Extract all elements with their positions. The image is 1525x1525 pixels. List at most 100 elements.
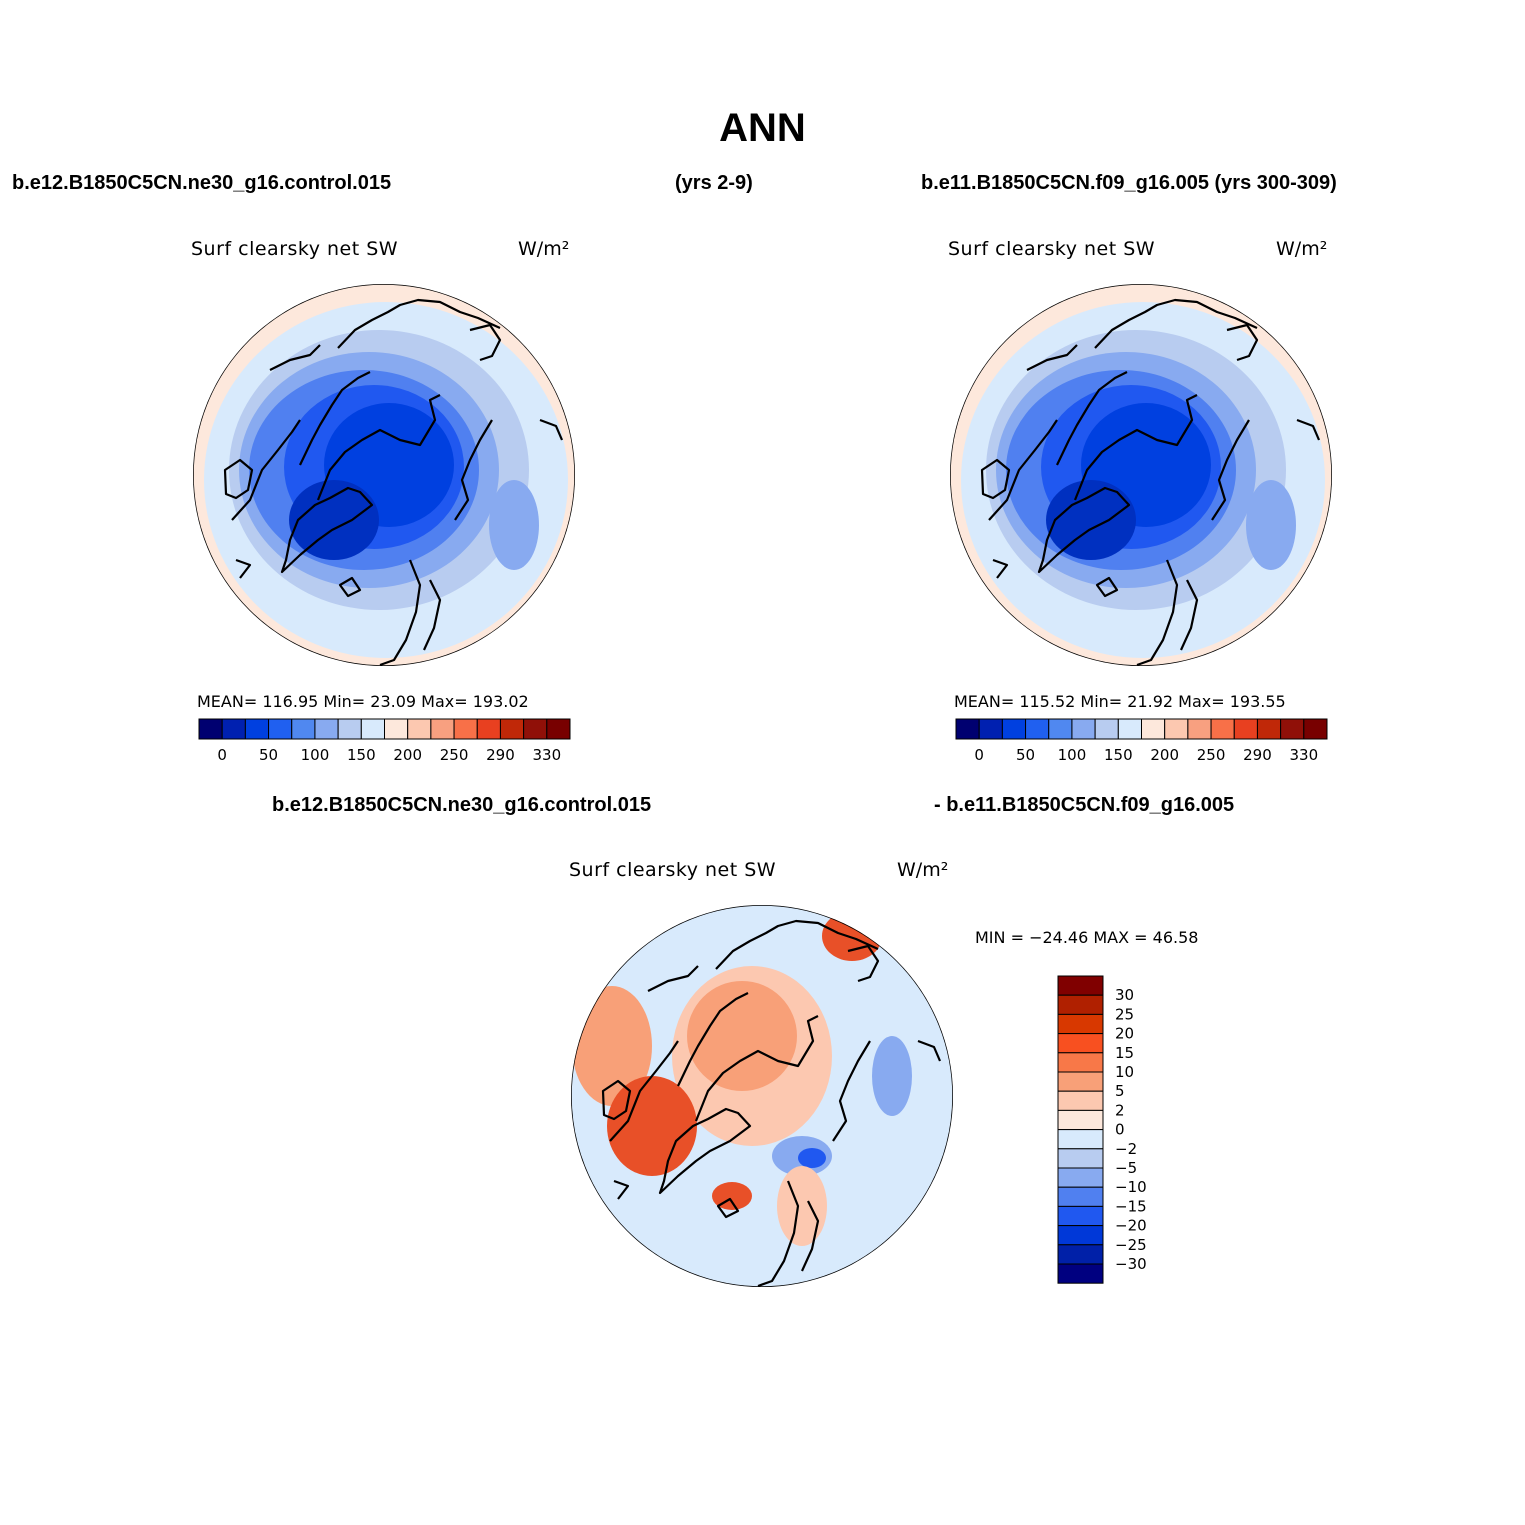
colorbar-tick-label: 2 xyxy=(1115,1101,1125,1119)
colorbar-tick-label: 50 xyxy=(259,746,278,764)
colorbar-tick-label: −20 xyxy=(1115,1217,1147,1235)
left-coastlines xyxy=(223,298,564,666)
colorbar-tick-label: 150 xyxy=(347,746,376,764)
diff-map-fill xyxy=(571,905,953,1287)
diff-barents-core xyxy=(798,1148,826,1168)
colorbar-box xyxy=(1057,1148,1104,1169)
colorbar-box xyxy=(476,718,501,740)
colorbar-box xyxy=(1280,718,1305,740)
contour-greenland xyxy=(1046,480,1136,560)
colorbar-tick-label: 330 xyxy=(1289,746,1318,764)
colorbar-box xyxy=(1057,1013,1104,1035)
colorbar-box xyxy=(523,718,548,740)
right-variable-label: Surf clearsky net SW xyxy=(948,238,1156,260)
colorbar-tick-label: 15 xyxy=(1115,1044,1134,1062)
contour-eurasia xyxy=(489,480,539,570)
colorbar-box xyxy=(1233,718,1258,740)
colorbar-box xyxy=(291,718,316,740)
right-stats: MEAN= 115.52 Min= 21.92 Max= 193.55 xyxy=(954,692,1286,711)
diff-canada-pos xyxy=(607,1076,697,1176)
colorbar-box xyxy=(1025,718,1050,740)
colorbar-box xyxy=(1117,718,1142,740)
diff-stats: MIN = −24.46 MAX = 46.58 xyxy=(975,928,1199,947)
colorbar-box xyxy=(1057,1205,1104,1227)
colorbar-box xyxy=(1057,975,1104,996)
colorbar-tick-label: 0 xyxy=(974,746,984,764)
colorbar-box xyxy=(1071,718,1096,740)
colorbar-box xyxy=(1057,1071,1104,1092)
colorbar-box xyxy=(221,718,246,740)
colorbar-box xyxy=(1057,1052,1104,1073)
colorbar-box xyxy=(337,718,362,740)
colorbar-box xyxy=(407,718,432,740)
right-coastlines xyxy=(980,298,1321,666)
left-units-label: W/m² xyxy=(518,238,570,260)
colorbar-tick-label: −5 xyxy=(1115,1159,1137,1177)
colorbar-tick-label: 250 xyxy=(1197,746,1226,764)
colorbar-box xyxy=(314,718,339,740)
colorbar-box xyxy=(1094,718,1119,740)
colorbar-box xyxy=(1057,1033,1104,1054)
diff-units-label: W/m² xyxy=(897,859,949,881)
left-map-fill xyxy=(193,284,575,666)
colorbar-box xyxy=(978,718,1003,740)
figure-title: ANN xyxy=(719,106,806,150)
diff-coastlines xyxy=(601,919,942,1287)
years-label: (yrs 2-9) xyxy=(675,172,753,194)
colorbar-tick-label: 150 xyxy=(1104,746,1133,764)
colorbar-tick-label: 330 xyxy=(532,746,561,764)
colorbar-tick-label: 10 xyxy=(1115,1063,1134,1081)
colorbar-tick-label: 200 xyxy=(393,746,422,764)
colorbar-box xyxy=(955,718,980,740)
colorbar-tick-label: 100 xyxy=(301,746,330,764)
difference-polar-map xyxy=(571,905,953,1287)
diff-case-b-label: - b.e11.B1850C5CN.f09_g16.005 xyxy=(934,794,1235,816)
left-colorbar: 0 50 100 150 200 250 290 330 xyxy=(198,718,571,764)
colorbar-box xyxy=(1057,1186,1104,1207)
colorbar-box xyxy=(244,718,270,740)
colorbar-tick-label: −30 xyxy=(1115,1255,1147,1273)
colorbar-box xyxy=(1057,1225,1104,1246)
colorbar-tick-label: −15 xyxy=(1115,1197,1147,1215)
colorbar-box xyxy=(1057,1109,1104,1131)
colorbar-tick-label: 290 xyxy=(1243,746,1272,764)
colorbar-box xyxy=(1057,994,1104,1015)
colorbar-tick-label: 0 xyxy=(1115,1121,1125,1139)
colorbar-box xyxy=(1187,718,1212,740)
colorbar-box xyxy=(1057,1129,1104,1150)
colorbar-box xyxy=(384,718,409,740)
colorbar-tick-label: −10 xyxy=(1115,1178,1147,1196)
right-map-fill xyxy=(950,284,1332,666)
colorbar-box xyxy=(1141,718,1166,740)
right-case-label: b.e11.B1850C5CN.f09_g16.005 (yrs 300-309… xyxy=(921,172,1337,194)
colorbar-box xyxy=(430,718,455,740)
colorbar-tick-label: 20 xyxy=(1115,1025,1134,1043)
colorbar-box xyxy=(1256,718,1282,740)
colorbar-box xyxy=(198,718,223,740)
colorbar-box xyxy=(1057,1167,1104,1188)
colorbar-box xyxy=(546,718,571,740)
colorbar-tick-label: 250 xyxy=(440,746,469,764)
diff-arctic-core xyxy=(687,981,797,1091)
colorbar-box xyxy=(1164,718,1189,740)
left-stats: MEAN= 116.95 Min= 23.09 Max= 193.02 xyxy=(197,692,529,711)
colorbar-tick-label: 50 xyxy=(1016,746,1035,764)
colorbar-box xyxy=(1210,718,1235,740)
colorbar-tick-label: −25 xyxy=(1115,1236,1147,1254)
colorbar-tick-label: 290 xyxy=(486,746,515,764)
left-case-label: b.e12.B1850C5CN.ne30_g16.control.015 xyxy=(12,172,392,194)
colorbar-tick-label: 5 xyxy=(1115,1082,1125,1100)
colorbar-box xyxy=(360,718,385,740)
colorbar-box xyxy=(1001,718,1027,740)
colorbar-box xyxy=(1057,1244,1104,1265)
diff-scand-pos xyxy=(777,1166,827,1246)
colorbar-tick-label: 30 xyxy=(1115,986,1134,1004)
colorbar-box xyxy=(453,718,478,740)
right-units-label: W/m² xyxy=(1276,238,1328,260)
colorbar-tick-label: −2 xyxy=(1115,1140,1137,1158)
right-polar-map xyxy=(950,284,1332,666)
diff-variable-label: Surf clearsky net SW xyxy=(569,859,777,881)
colorbar-tick-label: 25 xyxy=(1115,1005,1134,1023)
diff-east-neg xyxy=(872,1036,912,1116)
